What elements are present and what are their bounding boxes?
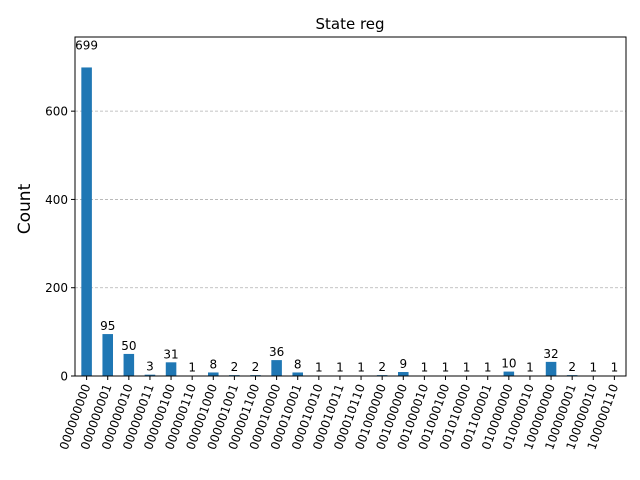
x-axis-ticks: 0000000000000000010000000100000000110000… xyxy=(57,376,621,452)
bar-value-label: 1 xyxy=(421,361,429,375)
bar xyxy=(102,334,113,376)
chart-title: State reg xyxy=(315,15,384,33)
bar-value-label: 95 xyxy=(100,319,115,333)
bar xyxy=(165,362,177,376)
y-axis-label: Count xyxy=(15,183,35,234)
bar-value-label: 8 xyxy=(209,357,217,371)
y-axis-ticks: 0 200 400 600 xyxy=(45,105,75,384)
bar-value-label: 2 xyxy=(568,360,576,374)
bar-value-label: 2 xyxy=(252,360,260,374)
bar-value-label: 9 xyxy=(399,357,407,371)
bar-value-label: 1 xyxy=(463,361,471,375)
bar-value-label: 1 xyxy=(336,361,344,375)
y-tick-label: 400 xyxy=(45,193,68,207)
y-tick-label: 200 xyxy=(45,281,68,295)
bar-value-label: 2 xyxy=(231,360,239,374)
bar xyxy=(503,371,515,376)
bar-value-label: 2 xyxy=(378,360,386,374)
y-tick-label: 0 xyxy=(60,370,68,384)
bar xyxy=(398,372,409,376)
bar-value-label: 50 xyxy=(121,339,136,353)
bar-value-label: 1 xyxy=(484,361,492,375)
bar xyxy=(123,353,135,376)
bar-value-label: 10 xyxy=(501,357,516,371)
bar-value-label: 699 xyxy=(75,38,98,52)
plot-frame xyxy=(74,36,627,377)
bar xyxy=(144,374,156,376)
bar-value-label: 36 xyxy=(269,345,284,359)
grid-lines xyxy=(75,110,626,289)
bar xyxy=(81,67,92,376)
bar-value-label: 1 xyxy=(526,361,534,375)
bar xyxy=(208,372,219,376)
bar-value-label: 32 xyxy=(543,347,558,361)
bar-value-label: 3 xyxy=(146,360,154,374)
bar xyxy=(545,361,557,376)
bar-value-label: 1 xyxy=(611,361,619,375)
bar xyxy=(292,372,303,376)
bar xyxy=(271,360,282,376)
y-tick-label: 600 xyxy=(45,105,68,119)
bar-value-label: 8 xyxy=(294,357,302,371)
bar-value-label: 31 xyxy=(163,347,178,361)
bar-value-label: 1 xyxy=(442,361,450,375)
bar-value-label: 1 xyxy=(315,361,323,375)
bar-value-label: 1 xyxy=(188,361,196,375)
bars xyxy=(81,67,620,376)
bar-value-label: 1 xyxy=(589,361,597,375)
bar-value-label: 1 xyxy=(357,361,365,375)
